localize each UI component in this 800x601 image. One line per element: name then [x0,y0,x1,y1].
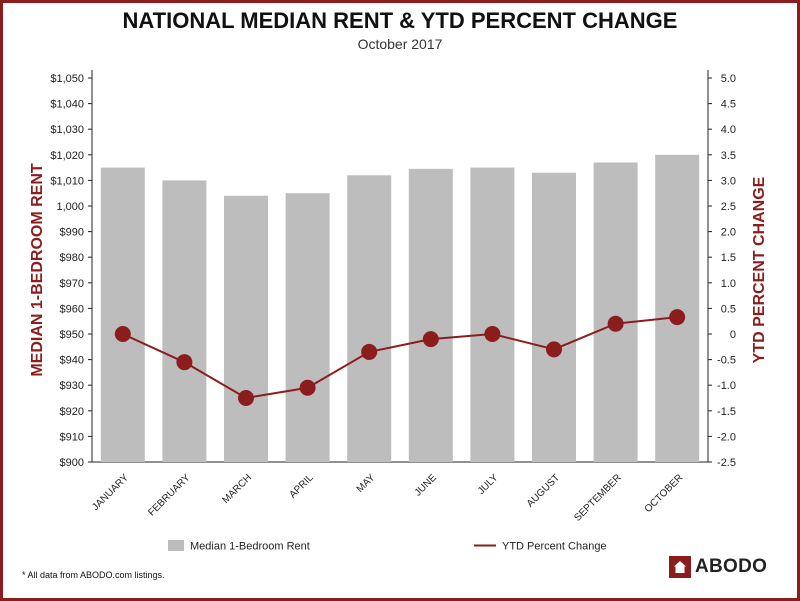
bar-median-rent [470,167,515,462]
logo-text: ABODO [695,556,768,577]
point-ytd-change [114,326,131,342]
left-tick-label: $1,050 [50,73,84,85]
x-tick-label: AUGUST [525,472,562,509]
x-tick-label: JULY [476,472,501,497]
left-tick-label: $990 [60,227,84,239]
point-ytd-change [607,315,624,332]
left-tick-label: $960 [60,303,84,315]
point-ytd-change [176,354,193,371]
left-tick-label: $920 [60,406,84,418]
left-tick-label: $950 [60,329,84,341]
right-tick-label: -2.0 [717,431,736,443]
right-tick-label: 1.5 [721,252,736,264]
y-axis-label-right: YTD PERCENT CHANGE [751,176,768,363]
left-tick-label: $1,030 [50,124,84,136]
x-tick-label: SEPTEMBER [572,472,623,523]
x-tick-label: JUNE [413,472,439,498]
right-tick-label: 3.0 [721,175,736,187]
bar-median-rent [285,193,330,462]
bar-median-rent [224,195,268,462]
right-tick-label: 2.5 [721,201,736,213]
point-ytd-change [238,390,254,406]
point-ytd-change [484,326,501,342]
point-ytd-change [546,341,562,358]
bar-median-rent [408,168,453,462]
point-ytd-change [669,309,686,326]
legend-swatch-bar [168,540,184,551]
right-tick-label: 1.0 [721,278,736,290]
right-tick-label: 2.0 [721,227,736,239]
x-tick-label: MARCH [220,472,254,506]
line-ytd-change [122,316,678,400]
right-tick-label: -1.5 [717,406,736,418]
right-tick-label: 4.5 [721,99,736,111]
house-icon [669,556,691,578]
legend-label-line: YTD Percent Change [502,541,607,553]
left-tick-label: $1,020 [50,150,84,162]
left-tick-label: $900 [60,457,84,469]
left-tick-label: $1,040 [50,99,84,111]
right-tick-label: -1.0 [717,380,736,392]
footnote: * All data from ABODO.com listings. [22,570,165,580]
right-tick-label: 3.5 [721,150,736,162]
point-ytd-change [299,379,316,396]
left-tick-label: $930 [60,380,84,392]
bar-median-rent [162,180,207,462]
x-tick-label: OCTOBER [643,472,686,515]
right-tick-label: 0 [730,329,736,341]
left-tick-label: $1,010 [50,175,84,187]
x-tick-label: FEBRUARY [146,472,192,518]
bar-median-rent [532,172,576,462]
x-tick-label: JANUARY [90,472,131,513]
point-ytd-change [361,343,378,360]
left-tick-label: $980 [60,252,84,264]
abodo-logo: ABODO [669,556,767,578]
y-axis-label-left: MEDIAN 1-BEDROOM RENT [29,163,46,377]
chart-title: NATIONAL MEDIAN RENT & YTD PERCENT CHANG… [122,8,678,33]
right-tick-label: 0.5 [721,303,736,315]
right-tick-label: 5.0 [721,73,736,85]
left-tick-label: $940 [60,355,84,367]
legend-label-bar: Median 1-Bedroom Rent [190,541,310,553]
x-tick-label: APRIL [288,472,317,501]
left-tick-label: $910 [60,431,84,443]
x-tick-label: MAY [355,472,378,495]
left-tick-label: 1,000 [56,201,84,213]
bar-median-rent [347,175,392,462]
right-tick-label: 4.0 [721,124,736,136]
bar-median-rent [100,167,145,462]
chart-subtitle: October 2017 [357,36,443,52]
right-tick-label: -0.5 [717,355,736,367]
bar-median-rent [655,154,700,463]
right-tick-label: -2.5 [717,457,736,469]
left-tick-label: $970 [60,278,84,290]
bar-median-rent [593,162,638,463]
point-ytd-change [422,331,439,348]
